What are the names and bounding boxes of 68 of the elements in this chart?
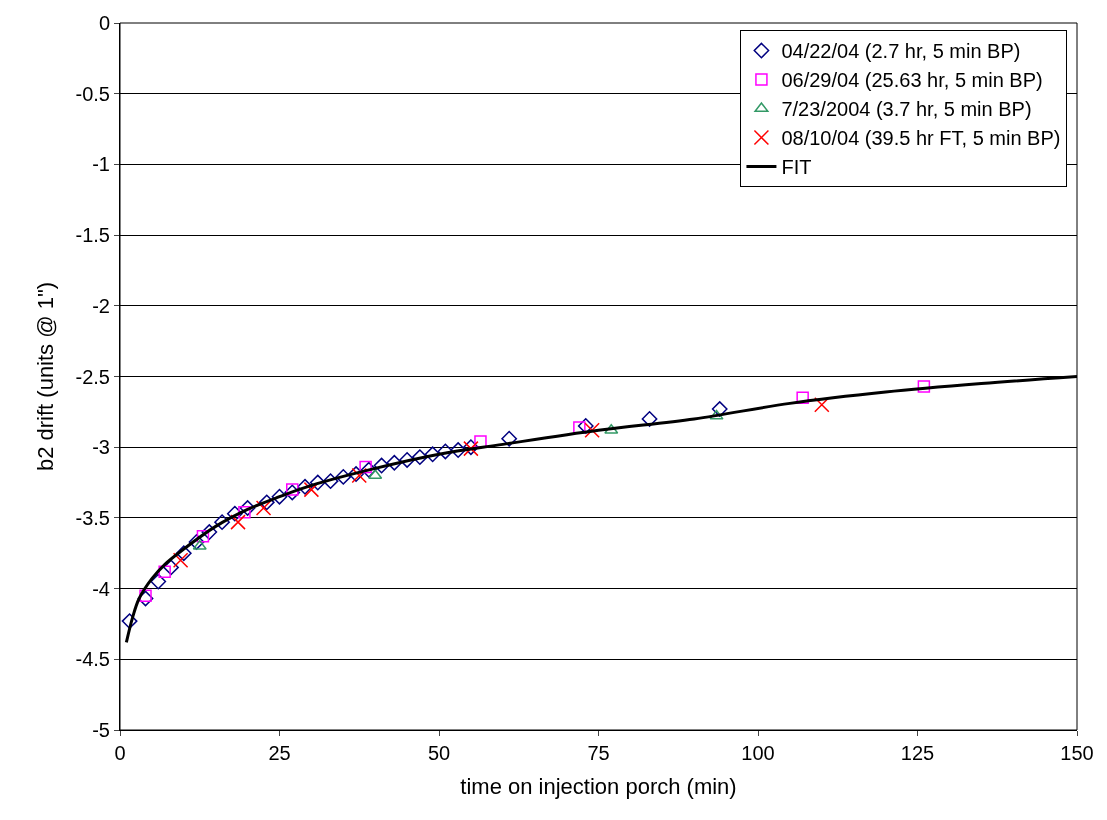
legend-label: 06/29/04 (25.63 hr, 5 min BP)	[781, 69, 1043, 92]
point	[139, 589, 152, 602]
point	[450, 442, 467, 458]
legend-label: 08/10/04 (39.5 hr FT, 5 min BP)	[781, 127, 1061, 150]
point	[158, 565, 171, 578]
y-tick-label: -4.5	[75, 648, 110, 671]
point	[201, 524, 218, 540]
point	[286, 483, 299, 496]
point	[437, 443, 454, 460]
point	[238, 505, 251, 519]
y-tick-label: -4	[92, 577, 110, 600]
point	[604, 423, 619, 434]
point	[386, 454, 403, 471]
x-tick-label: 50	[427, 742, 451, 764]
x-tick-label: 75	[587, 742, 610, 764]
legend-label: FIT	[781, 156, 812, 179]
x-tick-label: 125	[900, 742, 935, 764]
point	[584, 422, 600, 438]
point	[711, 401, 728, 417]
point	[501, 430, 518, 447]
y-tick-label: -3.5	[75, 506, 110, 529]
point	[424, 446, 441, 463]
point	[271, 488, 288, 505]
x-tick-label: 25	[268, 742, 291, 764]
point	[284, 484, 301, 501]
y-tick-label: 0	[98, 12, 110, 34]
point	[373, 457, 390, 474]
legend-label: 04/22/04 (2.7 hr, 5 min BP)	[781, 40, 1021, 63]
y-tick-label: -3	[92, 436, 110, 459]
x-axis-title: time on injection porch (min)	[460, 773, 737, 799]
point	[309, 474, 326, 491]
y-axis-title: b2 drift (units @ 1")	[33, 281, 59, 472]
y-tick-label: -5	[92, 719, 110, 741]
point	[917, 380, 931, 393]
point	[641, 411, 658, 427]
point	[297, 478, 313, 495]
y-tick-label: -1	[92, 153, 110, 176]
point	[359, 460, 372, 474]
x-tick-label: 100	[741, 742, 775, 764]
x-tick-label: 0	[114, 742, 126, 764]
y-tick-label: -1.5	[75, 224, 110, 247]
point	[411, 449, 428, 465]
point	[226, 505, 243, 522]
point	[196, 530, 210, 543]
point	[335, 468, 352, 485]
point	[239, 500, 256, 516]
point	[150, 573, 167, 590]
point	[175, 545, 192, 562]
point	[188, 534, 205, 550]
point	[303, 481, 320, 498]
point	[214, 514, 230, 531]
point	[709, 409, 724, 420]
point	[322, 473, 339, 490]
point	[230, 514, 246, 530]
point	[192, 539, 207, 550]
y-tick-label: -2.5	[75, 365, 110, 388]
point	[172, 552, 189, 569]
legend-label: 7/23/2004 (3.7 hr, 5 min BP)	[781, 98, 1032, 121]
point	[577, 418, 594, 434]
y-tick-label: -0.5	[75, 82, 110, 105]
y-tick-label: -2	[92, 294, 110, 317]
x-tick-label: 150	[1060, 742, 1094, 764]
point	[255, 500, 272, 516]
point	[258, 494, 275, 511]
point	[163, 559, 179, 576]
point	[399, 452, 415, 468]
point	[796, 391, 809, 404]
point	[121, 613, 138, 630]
